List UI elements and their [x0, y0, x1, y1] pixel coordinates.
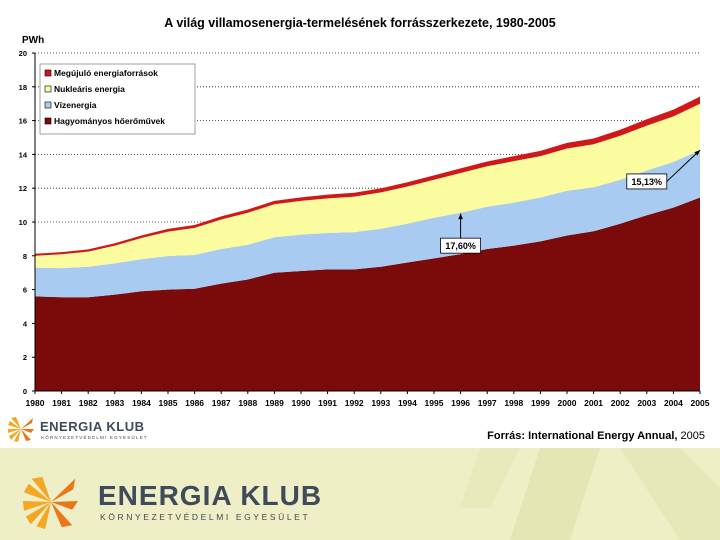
y-axis-label: PWh [22, 35, 44, 46]
annotation-box-0 [440, 237, 482, 254]
annotation-label-0: 17,60% [445, 241, 476, 251]
brand-tagline: KÖRNYEZETVÉDELMI EGYESÜLET [100, 512, 311, 522]
legend-swatch-2 [44, 101, 52, 109]
x-tick-label-1989: 1989 [265, 398, 284, 408]
x-tick-label-1984: 1984 [132, 398, 151, 408]
y-tick-label-6: 6 [23, 286, 27, 295]
annotation-arrowhead-1 [694, 150, 700, 156]
source-prefix: Forrás: International Energy Annual, [487, 430, 678, 442]
x-tick-label-1981: 1981 [52, 398, 71, 408]
legend-box [39, 63, 196, 135]
area-2 [35, 103, 700, 269]
y-tick-label-18: 18 [19, 83, 27, 92]
small-brand-tagline: KÖRNYEZETVÉDELMI EGYESÜLET [41, 435, 148, 440]
legend-label-0: Megújuló energiaforrások [54, 68, 158, 78]
x-tick-label-2001: 2001 [584, 398, 603, 408]
annotation-arrow-1 [666, 149, 701, 182]
energia-klub-logo-icon [22, 476, 79, 530]
x-tick-label-1988: 1988 [238, 398, 257, 408]
y-tick-label-12: 12 [19, 184, 27, 193]
source-note: Forrás: International Energy Annual, 200… [487, 430, 705, 442]
area-0 [35, 197, 700, 391]
x-tick-label-1994: 1994 [398, 398, 417, 408]
y-tick-label-10: 10 [19, 218, 27, 227]
watermark-decoration [460, 448, 720, 540]
chart-title: A világ villamosenergia-termelésének for… [164, 16, 555, 30]
legend: Megújuló energiaforrások Nukleáris energi… [39, 63, 196, 135]
y-tick-label-16: 16 [19, 117, 27, 126]
source-year: 2005 [680, 430, 705, 442]
legend-swatch-3 [44, 117, 52, 125]
y-tick-label-14: 14 [19, 150, 28, 159]
y-tick-label-0: 0 [23, 387, 27, 396]
x-tick-label-1999: 1999 [531, 398, 550, 408]
x-tick-label-2003: 2003 [637, 398, 656, 408]
x-tick-label-1980: 1980 [26, 398, 45, 408]
legend-swatch-1 [44, 85, 52, 93]
axes: 0 2 4 6 8 10 12 14 16 18 20 1980 1981 1982 1983 1984 198… [19, 49, 710, 408]
area-series [35, 96, 700, 391]
x-tick-label-1990: 1990 [292, 398, 311, 408]
chart: A világ villamosenergia-termelésének for… [18, 16, 710, 408]
energia-klub-small-logo-icon [8, 417, 34, 442]
x-tick-label-1985: 1985 [159, 398, 178, 408]
x-tick-label-2005: 2005 [691, 398, 710, 408]
annotation-arrowhead-0 [458, 213, 463, 220]
legend-swatch-0 [44, 69, 52, 77]
y-tick-label-20: 20 [19, 49, 27, 58]
annotation-box-1 [626, 173, 668, 190]
x-tick-label-1982: 1982 [79, 398, 98, 408]
y-tick-label-2: 2 [23, 353, 27, 362]
annotation-label-1: 15,13% [632, 177, 663, 187]
x-tick-label-1993: 1993 [371, 398, 390, 408]
x-tick-label-1992: 1992 [345, 398, 364, 408]
y-tick-label-8: 8 [23, 252, 27, 261]
x-tick-label-1986: 1986 [185, 398, 204, 408]
x-tick-label-1995: 1995 [425, 398, 444, 408]
x-tick-label-1987: 1987 [212, 398, 231, 408]
footer-band [0, 448, 720, 540]
x-tick-label-2000: 2000 [558, 398, 577, 408]
x-tick-label-1996: 1996 [451, 398, 470, 408]
x-tick-label-1998: 1998 [504, 398, 523, 408]
legend-label-1: Nukleáris energia [54, 84, 125, 94]
x-tick-label-2002: 2002 [611, 398, 630, 408]
legend-label-3: Hagyományos hőerőművek [54, 116, 165, 126]
y-tick-label-4: 4 [23, 319, 28, 328]
x-tick-label-1991: 1991 [318, 398, 337, 408]
x-tick-label-2004: 2004 [664, 398, 683, 408]
x-tick-label-1997: 1997 [478, 398, 497, 408]
annotations: 17,60% 15,13% [440, 149, 701, 254]
legend-label-2: Vízenergia [54, 100, 97, 110]
brand-name: ENERGIA KLUB [98, 480, 323, 511]
x-tick-label-1983: 1983 [105, 398, 124, 408]
area-1 [35, 150, 700, 298]
small-brand-name: ENERGIA KLUB [40, 419, 145, 434]
